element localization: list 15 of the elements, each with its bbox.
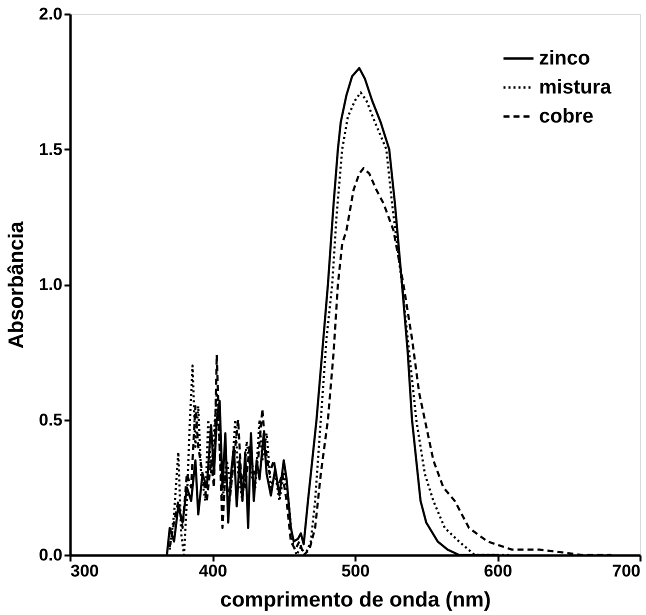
x-tick-label: 300 <box>70 562 99 580</box>
x-axis-title: comprimento de onda (nm) <box>220 588 491 612</box>
y-tick-label: 0.0 <box>38 546 62 564</box>
legend-label: cobre <box>539 106 594 128</box>
y-tick-label: 2.0 <box>38 4 62 24</box>
x-tick-label: 500 <box>341 562 370 580</box>
y-tick-label: 1.0 <box>38 275 62 294</box>
x-tick-label: 700 <box>612 562 640 580</box>
x-tick-label: 400 <box>198 562 228 580</box>
legend-label: zinco <box>539 48 590 70</box>
y-tick-label: 1.5 <box>38 140 62 159</box>
legend-label: mistura <box>539 76 612 98</box>
x-tick-label: 600 <box>484 562 512 580</box>
y-tick-label: 0.5 <box>38 410 62 430</box>
y-axis-title: Absorbância <box>4 221 28 349</box>
